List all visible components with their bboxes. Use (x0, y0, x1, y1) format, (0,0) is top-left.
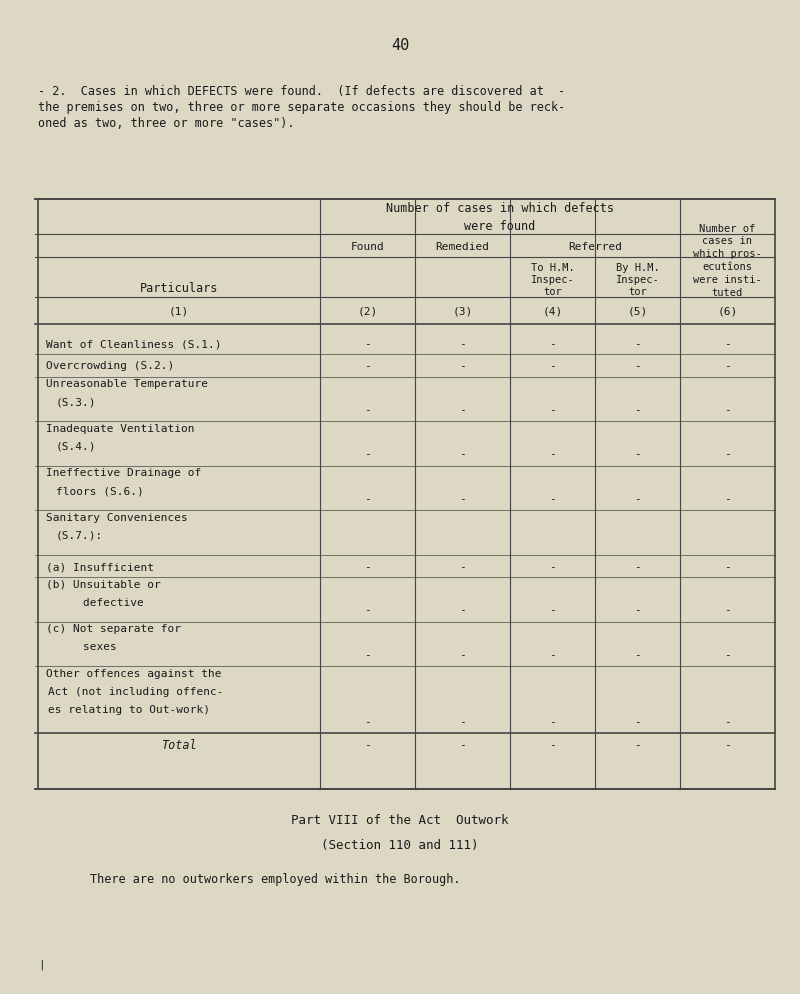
Text: -: - (364, 649, 371, 659)
Text: es relating to Out-work): es relating to Out-work) (48, 704, 210, 714)
Text: defective: defective (56, 597, 144, 607)
Text: -: - (549, 449, 556, 459)
Text: (b) Unsuitable or: (b) Unsuitable or (46, 580, 161, 589)
Text: (S.7.):: (S.7.): (56, 531, 103, 541)
Text: -: - (634, 361, 641, 371)
Text: Part VIII of the Act  Outwork: Part VIII of the Act Outwork (291, 813, 509, 826)
Text: -: - (634, 494, 641, 504)
Text: -: - (724, 339, 731, 349)
Text: -: - (724, 562, 731, 572)
Text: -: - (459, 449, 466, 459)
Text: -: - (549, 562, 556, 572)
Text: -: - (364, 740, 371, 749)
Text: -: - (364, 494, 371, 504)
Text: -: - (364, 361, 371, 371)
Text: -: - (549, 649, 556, 659)
Text: -: - (549, 605, 556, 615)
Text: (5): (5) (627, 306, 648, 316)
Text: -: - (634, 605, 641, 615)
Text: -: - (724, 649, 731, 659)
Text: -: - (549, 405, 556, 414)
Text: -: - (634, 449, 641, 459)
Text: -: - (724, 494, 731, 504)
Text: -: - (724, 717, 731, 727)
Text: -: - (364, 449, 371, 459)
Text: -: - (459, 649, 466, 659)
Text: oned as two, three or more "cases").: oned as two, three or more "cases"). (38, 117, 294, 130)
Text: -: - (459, 740, 466, 749)
Text: -: - (549, 339, 556, 349)
Text: -: - (634, 717, 641, 727)
Text: -: - (634, 339, 641, 349)
Text: - 2.  Cases in which DEFECTS were found.  (If defects are discovered at  -: - 2. Cases in which DEFECTS were found. … (38, 84, 566, 97)
Text: By H.M.
Inspec-
tor: By H.M. Inspec- tor (616, 262, 659, 297)
Text: Found: Found (350, 242, 384, 251)
Text: (4): (4) (542, 306, 562, 316)
Text: (2): (2) (358, 306, 378, 316)
Text: Inadequate Ventilation: Inadequate Ventilation (46, 423, 194, 433)
Text: Referred: Referred (568, 242, 622, 251)
Text: Number of
cases in
which pros-
ecutîons
were insti-
tuted: Number of cases in which pros- ecutîons … (693, 224, 762, 297)
Text: -: - (724, 740, 731, 749)
Text: -: - (459, 717, 466, 727)
Text: (Section 110 and 111): (Section 110 and 111) (322, 838, 478, 851)
Text: 40: 40 (391, 38, 409, 53)
Text: -: - (549, 361, 556, 371)
Text: sexes: sexes (56, 642, 117, 652)
Text: (S.3.): (S.3.) (56, 397, 97, 407)
Text: Want of Cleanliness (S.1.): Want of Cleanliness (S.1.) (46, 339, 222, 349)
Text: (3): (3) (452, 306, 473, 316)
Text: Unreasonable Temperature: Unreasonable Temperature (46, 379, 208, 389)
Text: -: - (459, 562, 466, 572)
Text: -: - (549, 494, 556, 504)
Text: Overcrowding (S.2.): Overcrowding (S.2.) (46, 361, 174, 371)
Text: -: - (634, 649, 641, 659)
Text: Act (not including offenc-: Act (not including offenc- (48, 686, 223, 696)
Text: -: - (724, 405, 731, 414)
Text: -: - (364, 405, 371, 414)
Text: -: - (724, 449, 731, 459)
Text: floors (S.6.): floors (S.6.) (56, 486, 144, 496)
Text: -: - (549, 717, 556, 727)
Text: -: - (459, 361, 466, 371)
Text: -: - (634, 740, 641, 749)
Text: -: - (724, 361, 731, 371)
Text: (S.4.): (S.4.) (56, 441, 97, 451)
Text: -: - (364, 562, 371, 572)
Text: -: - (634, 405, 641, 414)
Text: To H.M.
Inspec-
tor: To H.M. Inspec- tor (530, 262, 574, 297)
Text: Particulars: Particulars (140, 281, 218, 294)
Text: |: | (38, 959, 45, 969)
Text: Remedied: Remedied (435, 242, 490, 251)
Text: the premises on two, three or more separate occasions they should be reck-: the premises on two, three or more separ… (38, 101, 566, 114)
Text: Sanitary Conveniences: Sanitary Conveniences (46, 513, 188, 523)
Text: -: - (364, 339, 371, 349)
Text: -: - (724, 605, 731, 615)
Text: (a) Insufficient: (a) Insufficient (46, 562, 154, 572)
Text: There are no outworkers employed within the Borough.: There are no outworkers employed within … (90, 873, 461, 886)
Text: -: - (634, 562, 641, 572)
Text: -: - (459, 605, 466, 615)
Text: Other offences against the: Other offences against the (46, 668, 222, 678)
Text: -: - (364, 605, 371, 615)
Text: Number of cases in which defects
were found: Number of cases in which defects were fo… (386, 203, 614, 233)
Text: (6): (6) (718, 306, 738, 316)
Text: -: - (459, 494, 466, 504)
Text: -: - (549, 740, 556, 749)
Text: -: - (459, 405, 466, 414)
Text: Total: Total (161, 739, 197, 751)
Text: (1): (1) (169, 306, 189, 316)
Text: -: - (364, 717, 371, 727)
Text: -: - (459, 339, 466, 349)
Text: Ineffective Drainage of: Ineffective Drainage of (46, 468, 202, 478)
Text: (c) Not separate for: (c) Not separate for (46, 624, 181, 634)
